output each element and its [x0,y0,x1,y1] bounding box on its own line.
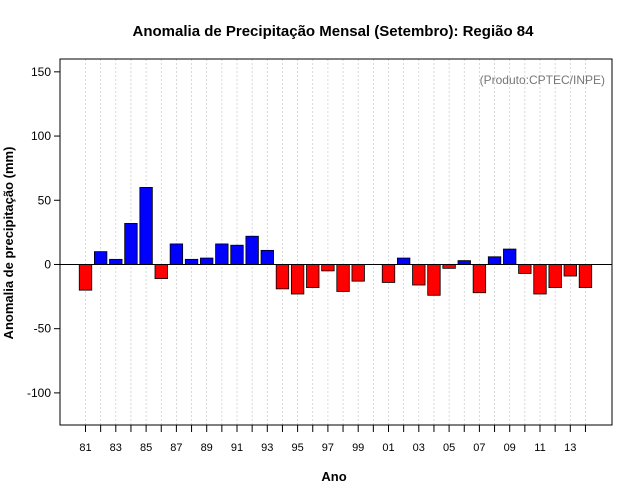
bar-2003 [412,264,426,286]
bar-1981 [78,264,93,291]
x-tick-label: 09 [504,442,516,454]
x-axis: 81 83 85 87 89 91 93 95 97 99 01 03 05 07 09 11 13 [79,425,586,454]
y-tick-label: 0 [44,257,51,271]
bar-2011 [533,264,547,295]
bar-1987 [169,243,184,265]
x-tick-label: 81 [79,442,91,454]
bar-1997 [321,264,335,272]
y-tick-label: 50 [38,193,52,207]
bar-1993 [260,249,274,265]
product-credit: (Produto:CPTEC/INPE) [480,73,605,87]
bar-2004 [427,264,441,296]
bar-1988 [184,258,199,265]
bars [78,187,593,296]
y-tick-label: 100 [31,129,51,143]
x-tick-label: 11 [534,442,545,454]
bar-1998 [336,264,350,292]
bar-2006 [457,260,471,265]
bar-1986 [154,264,168,280]
bar-2014 [578,264,593,288]
x-tick-label: 03 [413,442,425,454]
bar-1989 [200,257,214,265]
x-axis-label: Ano [321,469,346,484]
chart-title: Anomalia de Precipitação Mensal (Setembr… [133,23,535,40]
y-axis-label: Anomalia de precipitação (mm) [1,147,16,340]
bar-1982 [94,251,108,265]
x-tick-label: 01 [382,442,394,454]
x-tick-label: 99 [352,442,364,454]
bar-2005 [442,264,456,269]
x-tick-label: 83 [110,442,122,454]
bar-2010 [518,264,532,274]
x-tick-label: 87 [170,442,182,454]
y-tick-label: -100 [27,386,51,400]
x-tick-label: 95 [291,442,303,454]
bar-2008 [487,256,502,265]
x-tick-label: 91 [231,442,243,454]
x-tick-label: 97 [322,442,334,454]
grid-lines [85,59,586,425]
bar-1996 [306,264,320,288]
bar-1994 [275,264,290,290]
bar-2009 [503,248,517,265]
x-tick-label: 85 [140,442,152,454]
x-tick-label: 05 [443,442,455,454]
x-tick-label: 07 [473,442,485,454]
bar-1992 [245,235,259,265]
bar-1995 [290,264,305,295]
bar-1985 [139,187,153,265]
bar-1991 [230,244,244,265]
bar-2013 [563,264,577,277]
bar-1983 [109,258,123,265]
y-axis: -100 -50 0 50 100 150 [27,65,60,400]
bar-1984 [124,222,138,265]
y-tick-label: -50 [34,322,52,336]
bar-2012 [548,264,562,288]
y-tick-label: 150 [31,65,51,79]
bar-2001 [381,264,396,283]
x-tick-label: 89 [201,442,213,454]
x-tick-label: 13 [564,442,576,454]
bar-1999 [351,264,365,282]
bar-2007 [472,264,487,294]
bar-2002 [396,257,411,265]
x-tick-label: 93 [261,442,273,454]
plot-frame [59,58,613,426]
bar-1990 [215,243,229,265]
